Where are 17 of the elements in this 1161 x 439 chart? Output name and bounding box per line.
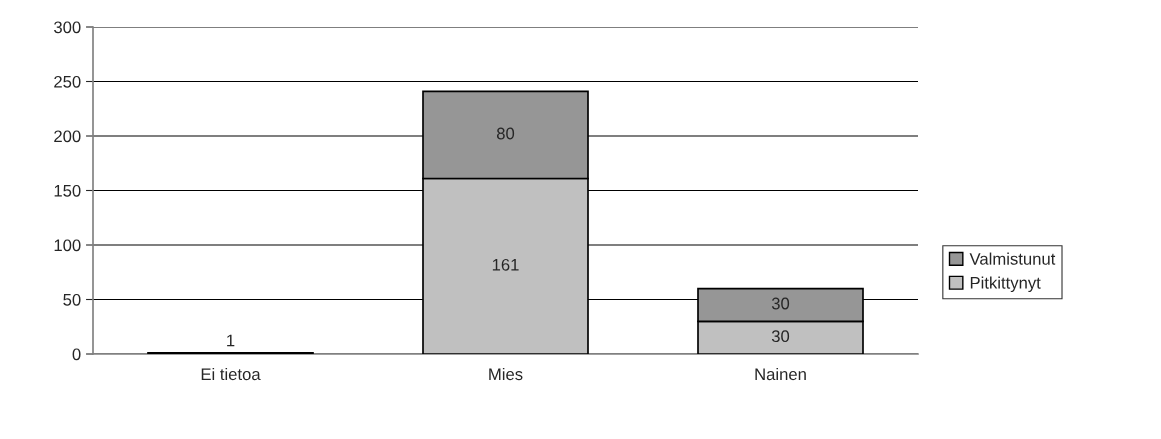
legend-label: Pitkittynyt — [970, 276, 1041, 293]
x-tick-label: Nainen — [755, 367, 806, 381]
data-label: 80 — [496, 127, 515, 140]
data-label: 161 — [492, 258, 519, 271]
y-tick-label: 300 — [54, 21, 81, 34]
y-tick-label: 0 — [72, 348, 81, 361]
data-label: 1 — [227, 334, 235, 347]
y-tick-label: 50 — [63, 293, 81, 306]
x-tick-label: Ei tietoa — [201, 367, 261, 381]
y-tick-label: 250 — [54, 75, 81, 88]
data-label: 30 — [771, 330, 790, 343]
data-label: 30 — [771, 297, 790, 310]
legend-label: Valmistunut — [969, 252, 1056, 265]
x-tick-label: Mies — [489, 367, 523, 381]
y-tick-label: 200 — [54, 130, 81, 143]
y-tick-label: 100 — [54, 239, 81, 252]
y-tick-label: 150 — [54, 184, 81, 197]
